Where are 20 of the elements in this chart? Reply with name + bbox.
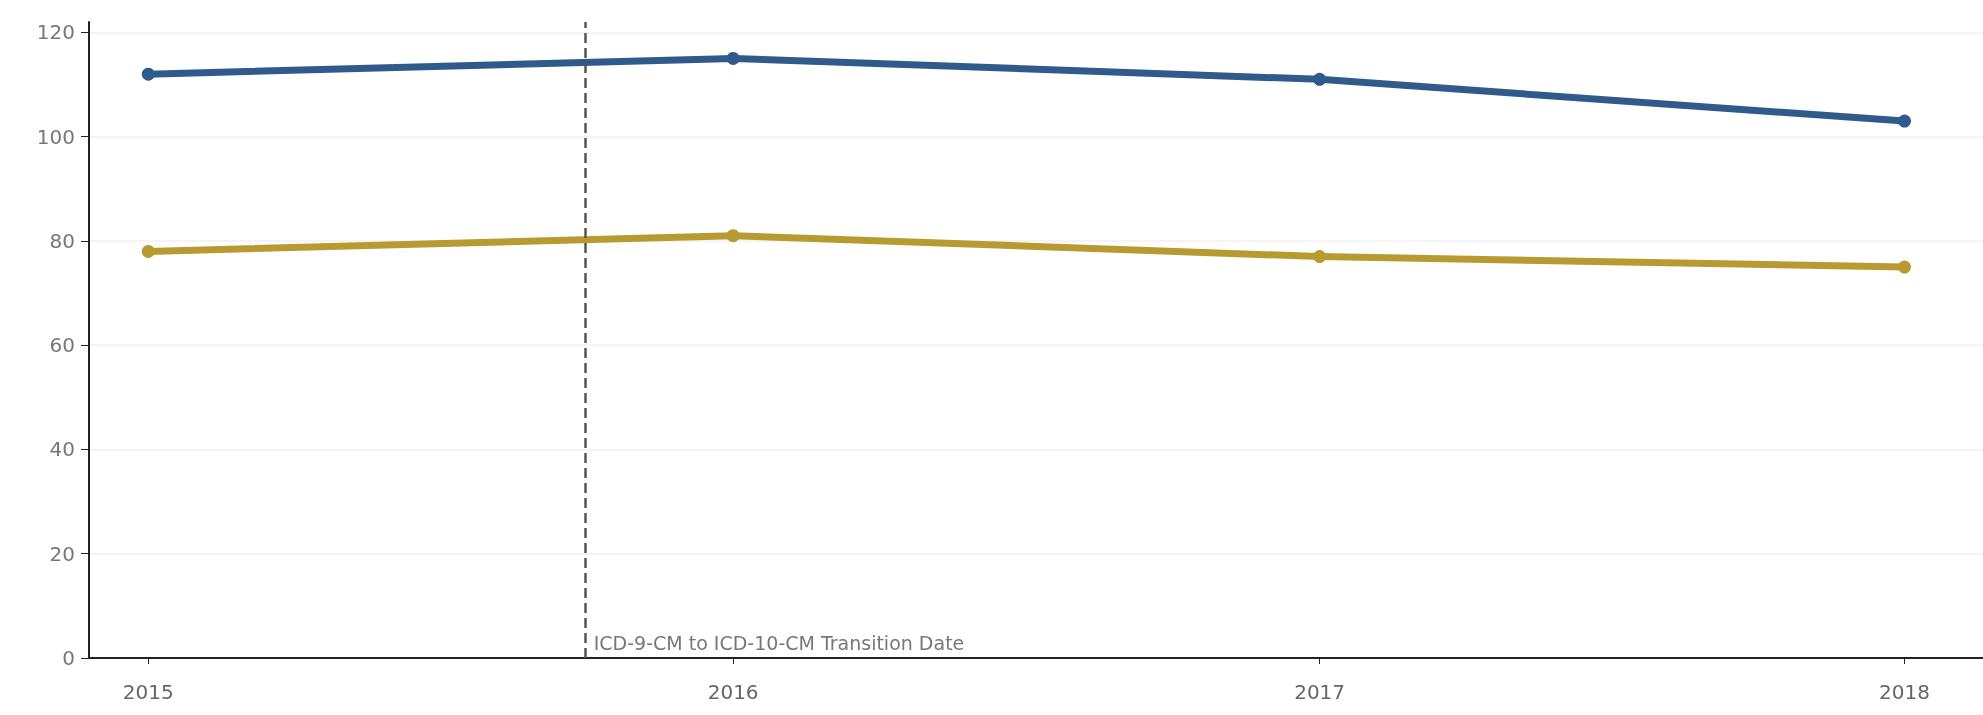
point	[726, 51, 740, 65]
ref-line-label: ICD-9-CM to ICD-10-CM Transition Date	[593, 631, 965, 654]
point	[141, 244, 155, 258]
x-tick-label: 2018	[1879, 680, 1930, 704]
point	[726, 229, 740, 243]
x-tick-label: 2016	[707, 680, 759, 704]
point	[1313, 250, 1327, 264]
point	[141, 67, 155, 81]
y-tick-label: 80	[49, 228, 75, 253]
point	[1898, 114, 1911, 128]
x-tick-label: 2017	[1294, 680, 1346, 704]
y-tick-label: 100	[36, 124, 75, 149]
y-tick-label: 40	[49, 437, 75, 462]
y-tick-label: 0	[62, 646, 75, 670]
y-tick-label: 120	[36, 20, 75, 45]
point	[1898, 260, 1911, 274]
y-tick-label: 20	[49, 541, 75, 566]
point	[1313, 72, 1327, 86]
x-tick-label: 2015	[122, 680, 174, 704]
y-tick-label: 60	[49, 333, 75, 358]
